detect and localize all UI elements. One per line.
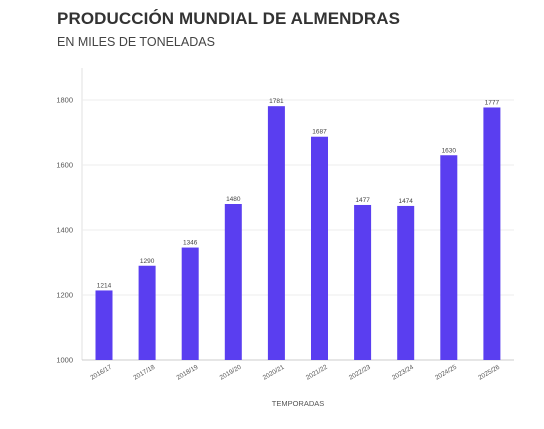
x-tick-label: 2018/19 (176, 364, 200, 382)
x-tick-label: 2025/26 (477, 364, 501, 382)
x-axis: 2016/17 2017/18 2018/19 2019/20 2020/21 2021/… (89, 364, 501, 382)
bar-series (95, 106, 501, 360)
bar-value-label: 1214 (97, 282, 112, 289)
y-tick-label: 1200 (56, 291, 73, 300)
bar-value-label: 1630 (442, 147, 457, 154)
x-tick-label: 2022/23 (348, 364, 372, 382)
bar-value-label: 1781 (269, 98, 284, 105)
bar (224, 204, 242, 360)
bar-value-label: 1474 (398, 198, 413, 205)
bar-value-label: 1480 (226, 196, 241, 203)
x-tick-label: 2024/25 (434, 364, 458, 382)
bar (483, 107, 501, 360)
bar-value-label: 1346 (183, 240, 198, 247)
bar-value-label: 1687 (312, 129, 327, 136)
bar (440, 155, 458, 360)
chart-title: PRODUCCIÓN MUNDIAL DE ALMENDRAS (57, 9, 401, 28)
bar (267, 106, 285, 360)
bar (181, 247, 199, 360)
bar-value-label: 1290 (140, 258, 155, 265)
y-axis: 1000 1200 1400 1600 1800 (56, 96, 73, 365)
y-tick-label: 1800 (56, 96, 73, 105)
y-tick-label: 1600 (56, 161, 73, 170)
bar-value-label: 1777 (485, 99, 500, 106)
data-labels: 1214 1290 1346 1480 1781 1687 1477 1474 1630 1777 (97, 98, 500, 289)
x-tick-label: 2017/18 (132, 364, 156, 382)
x-tick-label: 2023/24 (391, 364, 415, 382)
bar-value-label: 1477 (355, 197, 370, 204)
x-axis-title: TEMPORADAS (272, 399, 325, 408)
y-tick-label: 1400 (56, 226, 73, 235)
bar (138, 265, 156, 360)
bar (311, 136, 328, 360)
y-tick-label: 1000 (56, 356, 73, 365)
x-tick-label: 2020/21 (262, 364, 286, 382)
x-tick-label: 2019/20 (219, 364, 243, 382)
chart-subtitle: EN MILES DE TONELADAS (57, 35, 215, 49)
bar (95, 290, 113, 360)
bar (397, 205, 415, 360)
bar (354, 204, 372, 360)
x-tick-label: 2021/22 (305, 364, 329, 382)
x-tick-label: 2016/17 (89, 364, 113, 382)
